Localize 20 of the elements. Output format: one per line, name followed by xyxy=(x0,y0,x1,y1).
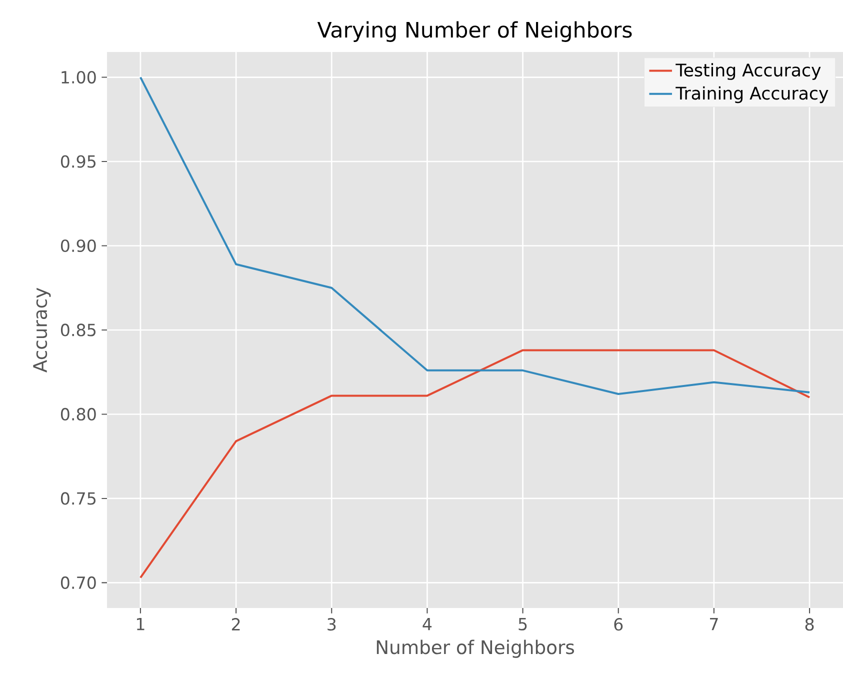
x-axis-title: Number of Neighbors xyxy=(376,640,574,658)
y-tick-label: 1.00 xyxy=(62,70,96,84)
y-tick-label: 0.80 xyxy=(60,408,96,421)
x-tick-label: 8 xyxy=(805,618,814,631)
y-axis-title: Accuracy xyxy=(33,288,51,372)
y-tick-label: 0.90 xyxy=(60,239,96,252)
chart-title: Varying Number of Neighbors xyxy=(317,21,632,42)
legend-label: Testing Accuracy xyxy=(676,63,821,80)
y-tick-label: 0.75 xyxy=(60,492,96,505)
x-tick-label: 5 xyxy=(518,618,527,630)
legend-label: Training Accuracy xyxy=(676,86,828,104)
x-tick-label: 4 xyxy=(422,618,432,630)
y-tick-label: 0.85 xyxy=(60,324,96,336)
y-tick-label: 0.70 xyxy=(60,576,96,590)
x-tick-label: 6 xyxy=(614,618,623,631)
x-tick-label: 1 xyxy=(137,618,144,630)
x-tick-label: 2 xyxy=(232,618,240,630)
x-tick-label: 7 xyxy=(710,618,718,630)
x-tick-label: 3 xyxy=(328,618,336,631)
y-tick-label: 0.95 xyxy=(60,155,96,168)
